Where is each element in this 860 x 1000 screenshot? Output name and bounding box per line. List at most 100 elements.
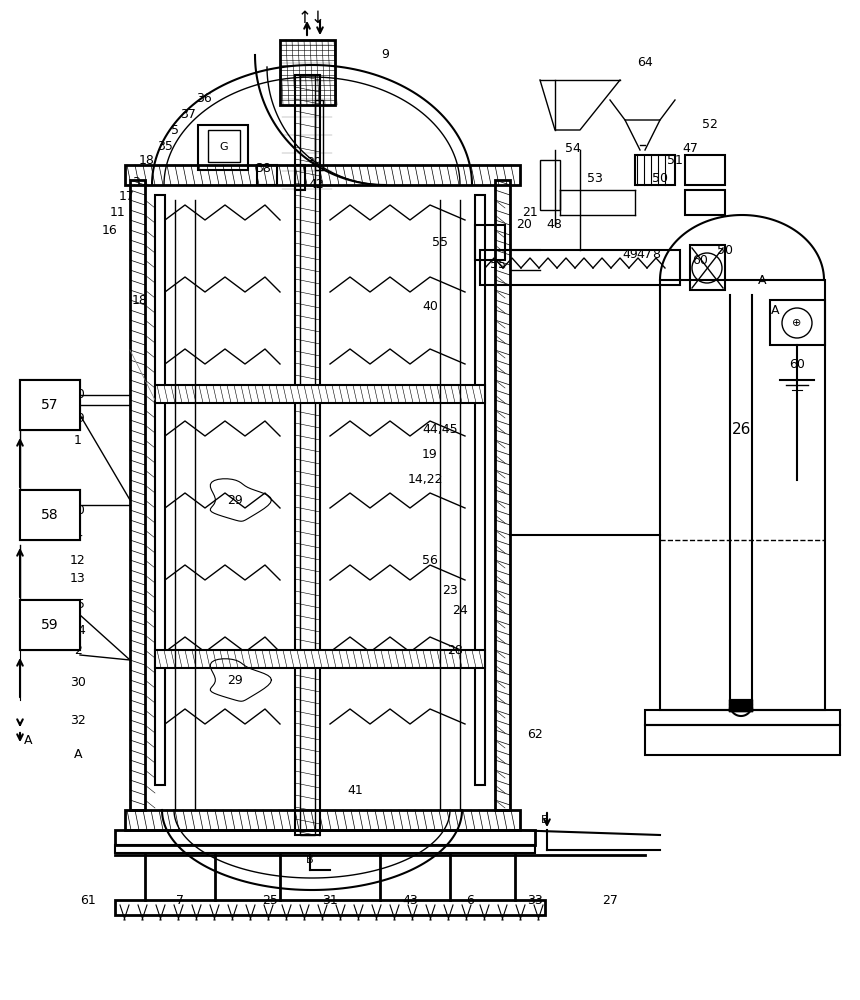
Text: 47: 47 xyxy=(636,248,652,261)
Text: 17: 17 xyxy=(119,190,135,204)
Text: A: A xyxy=(771,304,779,316)
Text: 6: 6 xyxy=(466,894,474,906)
Text: 26: 26 xyxy=(733,422,752,438)
Text: 47: 47 xyxy=(682,141,698,154)
Text: 57: 57 xyxy=(41,398,58,412)
Text: 55: 55 xyxy=(490,258,506,271)
Bar xyxy=(198,125,248,170)
Bar xyxy=(280,40,335,105)
Bar xyxy=(155,385,485,403)
Bar xyxy=(257,165,277,185)
Bar xyxy=(480,250,680,285)
Text: 9: 9 xyxy=(381,48,389,62)
Text: 44,45: 44,45 xyxy=(422,424,458,436)
Bar xyxy=(690,245,725,290)
Bar xyxy=(770,300,825,345)
Text: 19: 19 xyxy=(71,412,86,424)
Text: ↓: ↓ xyxy=(311,9,325,27)
Text: 30: 30 xyxy=(70,676,86,688)
Text: G: G xyxy=(219,142,228,152)
Bar xyxy=(300,75,315,835)
Text: 8: 8 xyxy=(652,248,660,261)
Text: 14,22: 14,22 xyxy=(408,474,443,487)
Text: 19: 19 xyxy=(422,448,438,462)
Text: 35: 35 xyxy=(157,140,173,153)
Text: 29: 29 xyxy=(227,674,243,686)
Text: 57: 57 xyxy=(41,398,58,412)
Bar xyxy=(495,180,510,810)
Text: 21: 21 xyxy=(522,206,538,219)
Bar xyxy=(635,155,675,185)
Bar xyxy=(20,380,80,430)
Text: 38: 38 xyxy=(255,161,271,174)
Text: 64: 64 xyxy=(637,55,653,68)
Bar xyxy=(125,165,520,185)
Bar xyxy=(115,845,535,853)
Text: 31: 31 xyxy=(322,894,338,906)
Text: 4: 4 xyxy=(74,528,82,542)
Bar xyxy=(130,180,145,810)
Bar xyxy=(315,100,323,170)
Text: 12: 12 xyxy=(71,554,86,566)
Text: 5: 5 xyxy=(171,123,179,136)
Bar xyxy=(20,380,80,430)
Text: 18: 18 xyxy=(132,294,148,306)
Text: 25: 25 xyxy=(262,894,278,906)
Text: A: A xyxy=(24,734,33,746)
Text: 42: 42 xyxy=(308,178,324,192)
Bar xyxy=(115,900,545,915)
Text: 27: 27 xyxy=(602,894,618,906)
Text: 50: 50 xyxy=(652,172,668,184)
Text: 61: 61 xyxy=(80,894,95,906)
Text: 59: 59 xyxy=(41,618,58,632)
Bar xyxy=(125,810,520,830)
Text: 49: 49 xyxy=(622,248,638,261)
Text: 2: 2 xyxy=(74,644,82,656)
Text: 56: 56 xyxy=(422,554,438,566)
Text: 58: 58 xyxy=(41,508,58,522)
Text: 34: 34 xyxy=(71,624,86,637)
Bar xyxy=(685,155,725,185)
Bar xyxy=(660,280,825,710)
Bar xyxy=(208,130,240,162)
Text: 11: 11 xyxy=(110,206,126,219)
Text: 39: 39 xyxy=(306,155,322,168)
Bar xyxy=(475,225,505,260)
Text: 55: 55 xyxy=(432,236,448,249)
Text: 50: 50 xyxy=(717,243,733,256)
Text: 20: 20 xyxy=(516,219,532,232)
Text: 40: 40 xyxy=(422,300,438,314)
Text: 32: 32 xyxy=(71,714,86,726)
Text: ↑: ↑ xyxy=(298,9,312,27)
Text: 33: 33 xyxy=(527,894,543,906)
Text: 62: 62 xyxy=(527,728,543,742)
Text: 7: 7 xyxy=(176,894,184,906)
Text: 52: 52 xyxy=(702,118,718,131)
Text: 54: 54 xyxy=(565,141,581,154)
Text: 53: 53 xyxy=(587,172,603,184)
Text: 10: 10 xyxy=(70,388,86,401)
Bar xyxy=(20,490,80,540)
Text: 1: 1 xyxy=(74,434,82,446)
Text: 23: 23 xyxy=(442,584,458,596)
Text: 16: 16 xyxy=(102,224,118,236)
Text: 3: 3 xyxy=(132,176,140,188)
Text: 48: 48 xyxy=(546,219,562,232)
Text: ⊕: ⊕ xyxy=(792,318,802,328)
Bar xyxy=(155,195,165,785)
Text: 28: 28 xyxy=(447,644,463,656)
Bar xyxy=(20,490,80,540)
Text: 13: 13 xyxy=(71,572,86,584)
Text: A: A xyxy=(758,273,766,286)
Text: 60: 60 xyxy=(789,359,805,371)
Text: 58: 58 xyxy=(41,508,58,522)
Text: 36: 36 xyxy=(196,92,212,104)
Bar xyxy=(155,650,485,668)
Bar xyxy=(645,710,840,725)
Text: A: A xyxy=(74,748,83,762)
Bar xyxy=(20,600,80,650)
Text: 29: 29 xyxy=(227,493,243,506)
Bar xyxy=(20,600,80,650)
Text: 43: 43 xyxy=(402,894,418,906)
Bar xyxy=(645,725,840,755)
